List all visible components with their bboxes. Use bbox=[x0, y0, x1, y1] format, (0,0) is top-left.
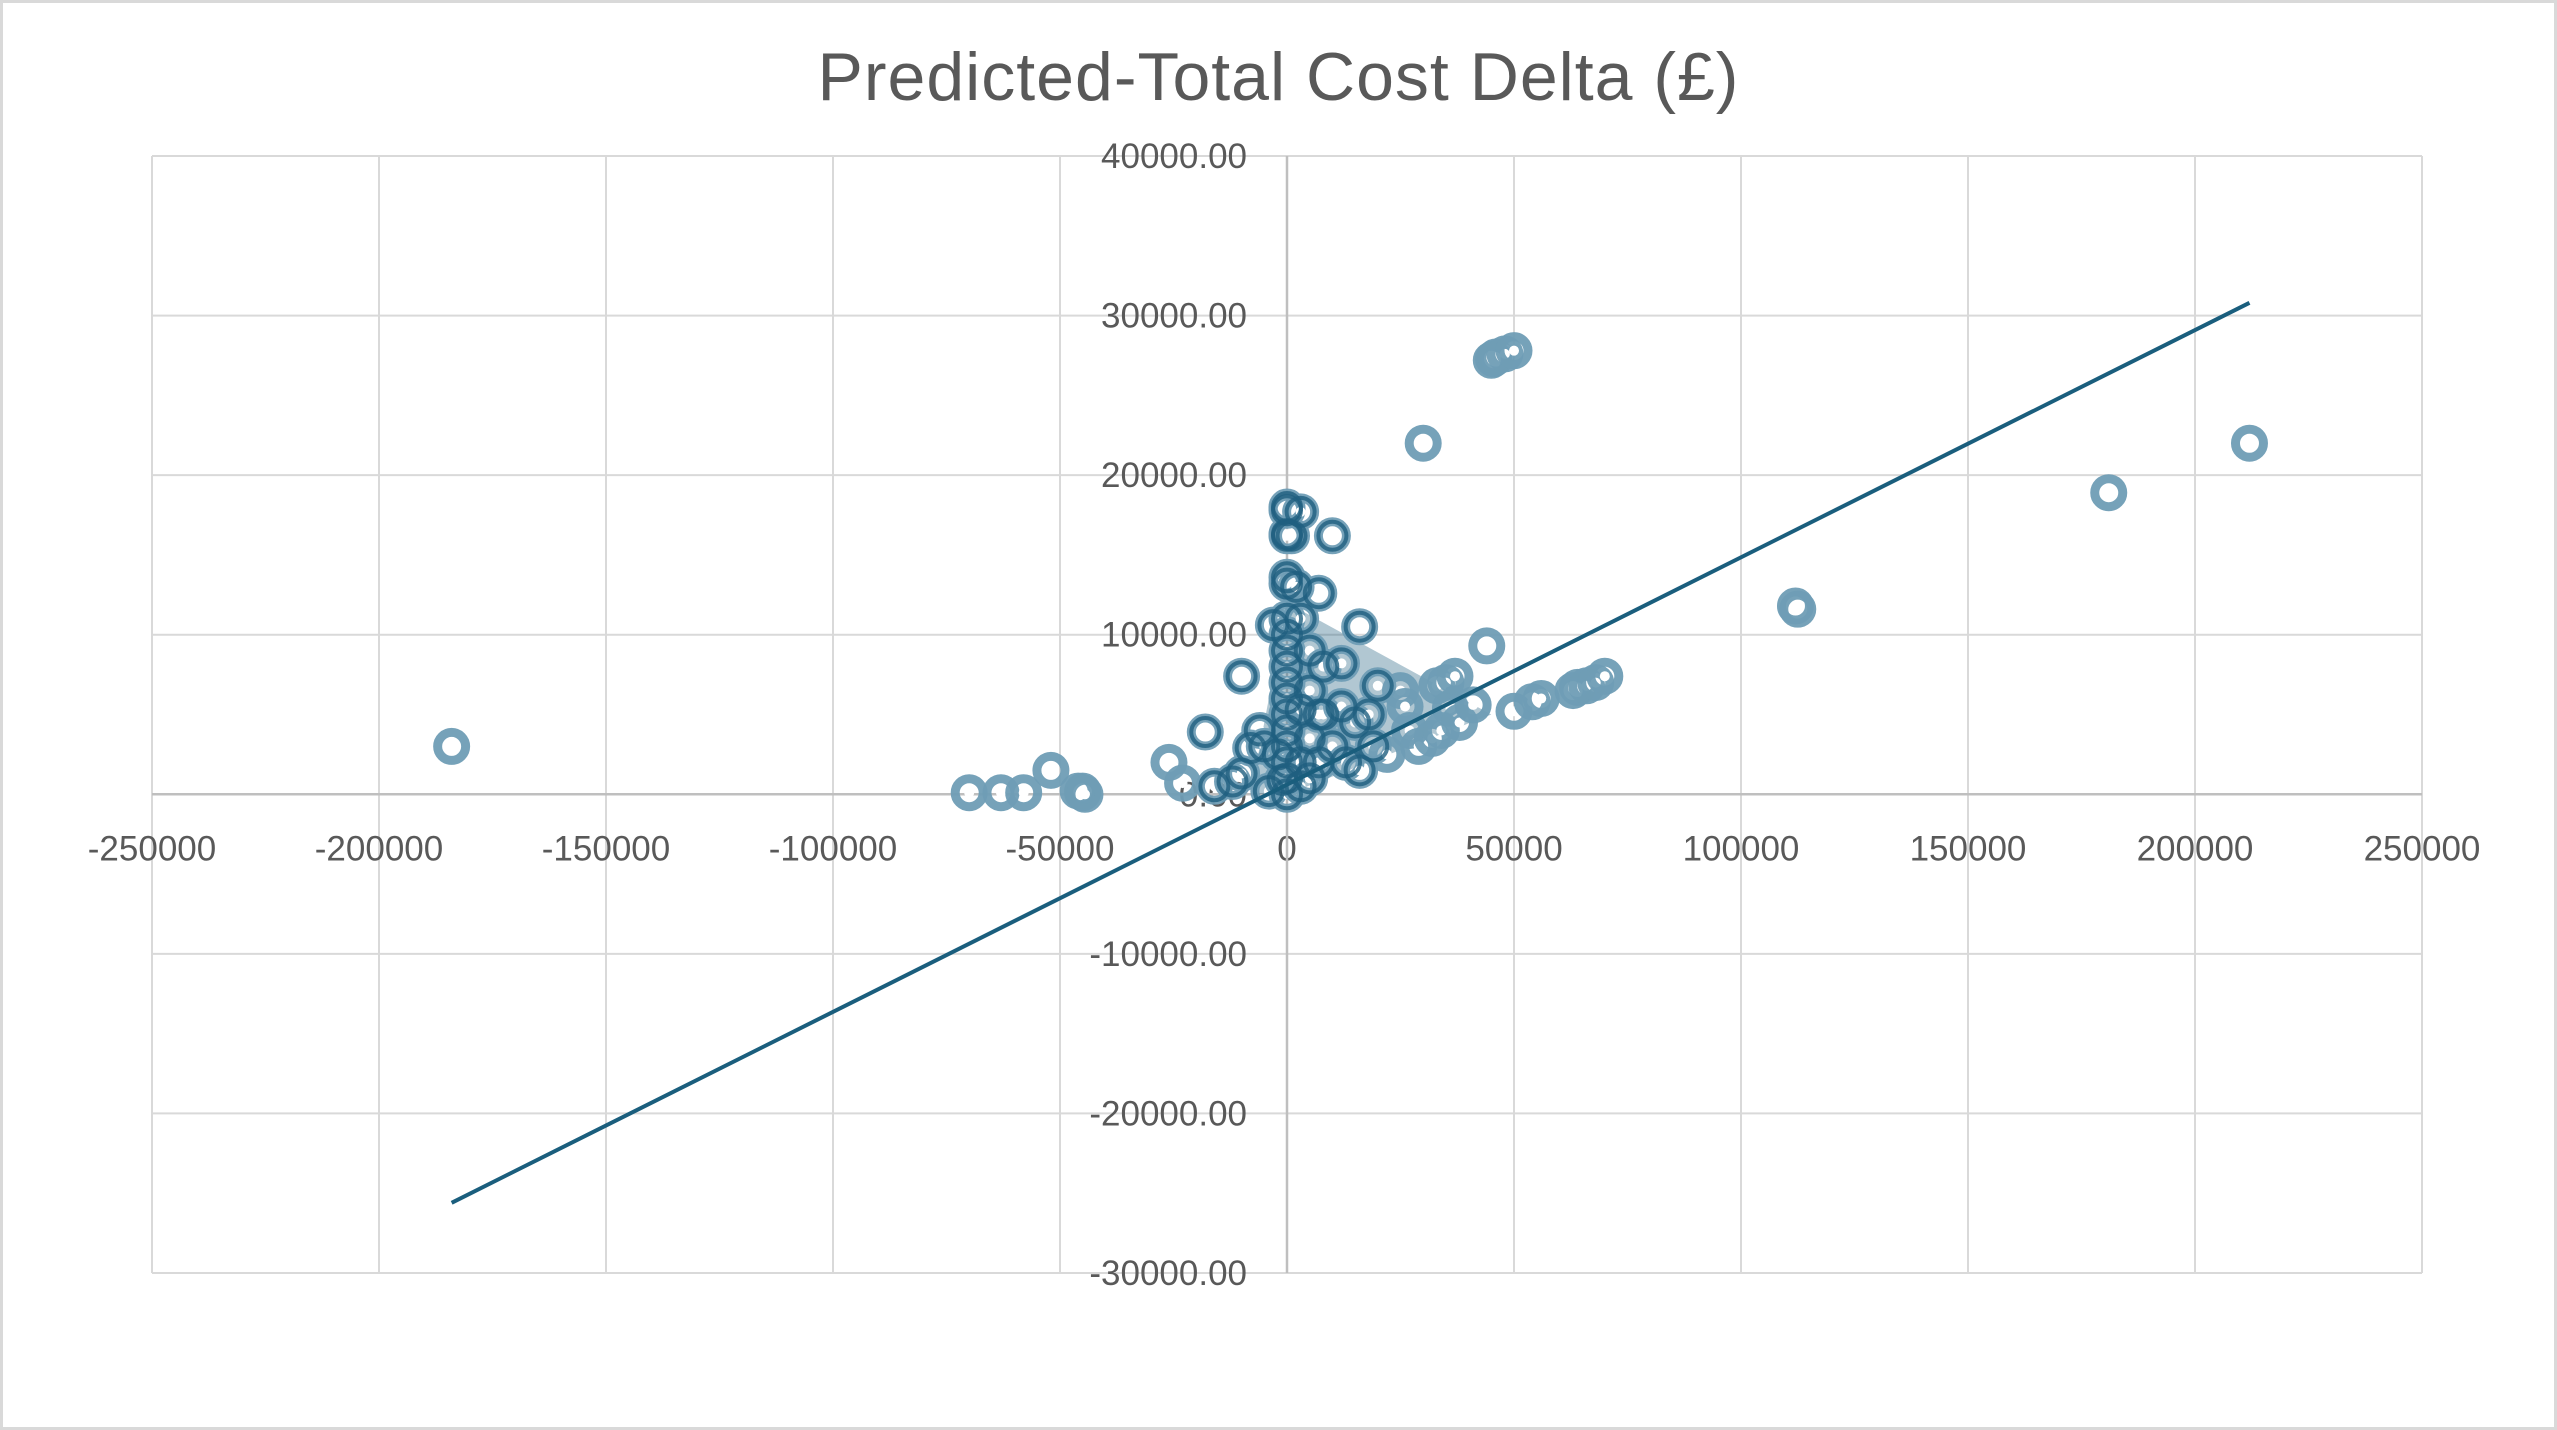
data-point-center bbox=[1286, 530, 1297, 541]
data-point-center bbox=[1163, 757, 1174, 768]
data-point-outline bbox=[1316, 519, 1349, 552]
data-point-outline bbox=[1343, 610, 1376, 643]
x-tick-label: 200000 bbox=[2137, 829, 2254, 868]
data-point-center bbox=[1304, 733, 1315, 744]
data-point-center bbox=[1177, 778, 1188, 789]
data-point-outline bbox=[1271, 602, 1303, 635]
data-point bbox=[2090, 474, 2128, 512]
x-tick-label: -100000 bbox=[769, 829, 897, 868]
data-point-center bbox=[1372, 680, 1383, 691]
data-point-center bbox=[2103, 487, 2114, 498]
data-point-outline bbox=[1271, 650, 1303, 683]
data-point bbox=[1495, 332, 1533, 370]
data-point-center bbox=[1599, 671, 1610, 682]
data-point-outline bbox=[1361, 669, 1394, 702]
y-tick-label: 10000.00 bbox=[1101, 616, 1247, 655]
y-tick-label: 20000.00 bbox=[1101, 456, 1247, 495]
data-point-center bbox=[1079, 789, 1090, 800]
x-tick-label: 100000 bbox=[1683, 829, 1800, 868]
data-point bbox=[982, 774, 1020, 812]
data-point-center bbox=[1045, 765, 1056, 776]
x-tick-label: -250000 bbox=[88, 829, 216, 868]
data-point bbox=[1468, 627, 1506, 665]
data-point-outline bbox=[1302, 577, 1335, 610]
trendline bbox=[450, 301, 2251, 1205]
y-tick-label: -10000.00 bbox=[1089, 935, 1247, 974]
data-point-center bbox=[1481, 640, 1492, 651]
x-tick-label: 150000 bbox=[1910, 829, 2027, 868]
data-point-center bbox=[1792, 604, 1803, 615]
data-point-outline bbox=[1271, 698, 1303, 731]
data-point-center bbox=[1354, 621, 1365, 632]
data-point-center bbox=[2244, 438, 2255, 449]
data-point bbox=[1522, 680, 1560, 718]
data-point-center bbox=[1313, 588, 1324, 599]
data-point-outline bbox=[1271, 634, 1303, 667]
y-tick-label: -30000.00 bbox=[1089, 1254, 1247, 1293]
data-point-center bbox=[1536, 693, 1547, 704]
data-point-center bbox=[1200, 727, 1211, 738]
data-point bbox=[1066, 775, 1104, 813]
x-tick-label: -50000 bbox=[1006, 829, 1115, 868]
x-tick-label: 250000 bbox=[2364, 829, 2481, 868]
data-point-center bbox=[1018, 787, 1029, 798]
chart-title: Predicted-Total Cost Delta (£) bbox=[817, 39, 1740, 115]
data-point-outline bbox=[1198, 770, 1231, 803]
data-point-outline bbox=[1343, 754, 1376, 787]
data-point-outline bbox=[1189, 716, 1222, 749]
data-point bbox=[2230, 424, 2268, 462]
data-point-outline bbox=[1225, 660, 1258, 693]
x-tick-label: -200000 bbox=[315, 829, 443, 868]
data-point-center bbox=[1327, 530, 1338, 541]
data-point bbox=[1779, 590, 1817, 628]
data-point-outline bbox=[1271, 746, 1303, 779]
data-point-center bbox=[1304, 685, 1315, 696]
data-point-outline bbox=[1216, 765, 1249, 798]
x-tick-label: -150000 bbox=[542, 829, 670, 868]
data-point-center bbox=[1418, 438, 1429, 449]
data-point-outline bbox=[1284, 495, 1317, 528]
data-point-center bbox=[446, 741, 457, 752]
data-point bbox=[1404, 424, 1442, 462]
y-tick-label: -20000.00 bbox=[1089, 1094, 1247, 1133]
data-point-outline bbox=[1271, 666, 1303, 699]
y-tick-label: 30000.00 bbox=[1101, 297, 1247, 336]
data-point bbox=[1436, 657, 1474, 695]
data-point bbox=[1032, 751, 1070, 789]
data-point-center bbox=[995, 787, 1006, 798]
x-tick-label: 50000 bbox=[1465, 829, 1562, 868]
data-point-outline bbox=[1284, 602, 1317, 635]
data-point-center bbox=[1509, 345, 1519, 356]
y-tick-label: 40000.00 bbox=[1101, 137, 1247, 176]
data-point-outline bbox=[1284, 693, 1317, 726]
data-point bbox=[1005, 774, 1043, 812]
data-point-center bbox=[1454, 717, 1465, 728]
data-point-outline bbox=[1352, 698, 1385, 731]
data-point-outline bbox=[1307, 698, 1340, 731]
data-point-outline bbox=[1325, 647, 1358, 680]
data-point bbox=[433, 727, 471, 765]
data-point-center bbox=[964, 787, 975, 798]
data-point-outline bbox=[1307, 650, 1340, 683]
data-point-outline bbox=[1280, 570, 1313, 603]
data-point-center bbox=[1449, 671, 1460, 682]
data-point bbox=[1586, 657, 1624, 695]
data-point-center bbox=[1400, 701, 1411, 712]
data-point-center bbox=[1468, 699, 1479, 710]
data-point-center bbox=[1236, 671, 1247, 682]
